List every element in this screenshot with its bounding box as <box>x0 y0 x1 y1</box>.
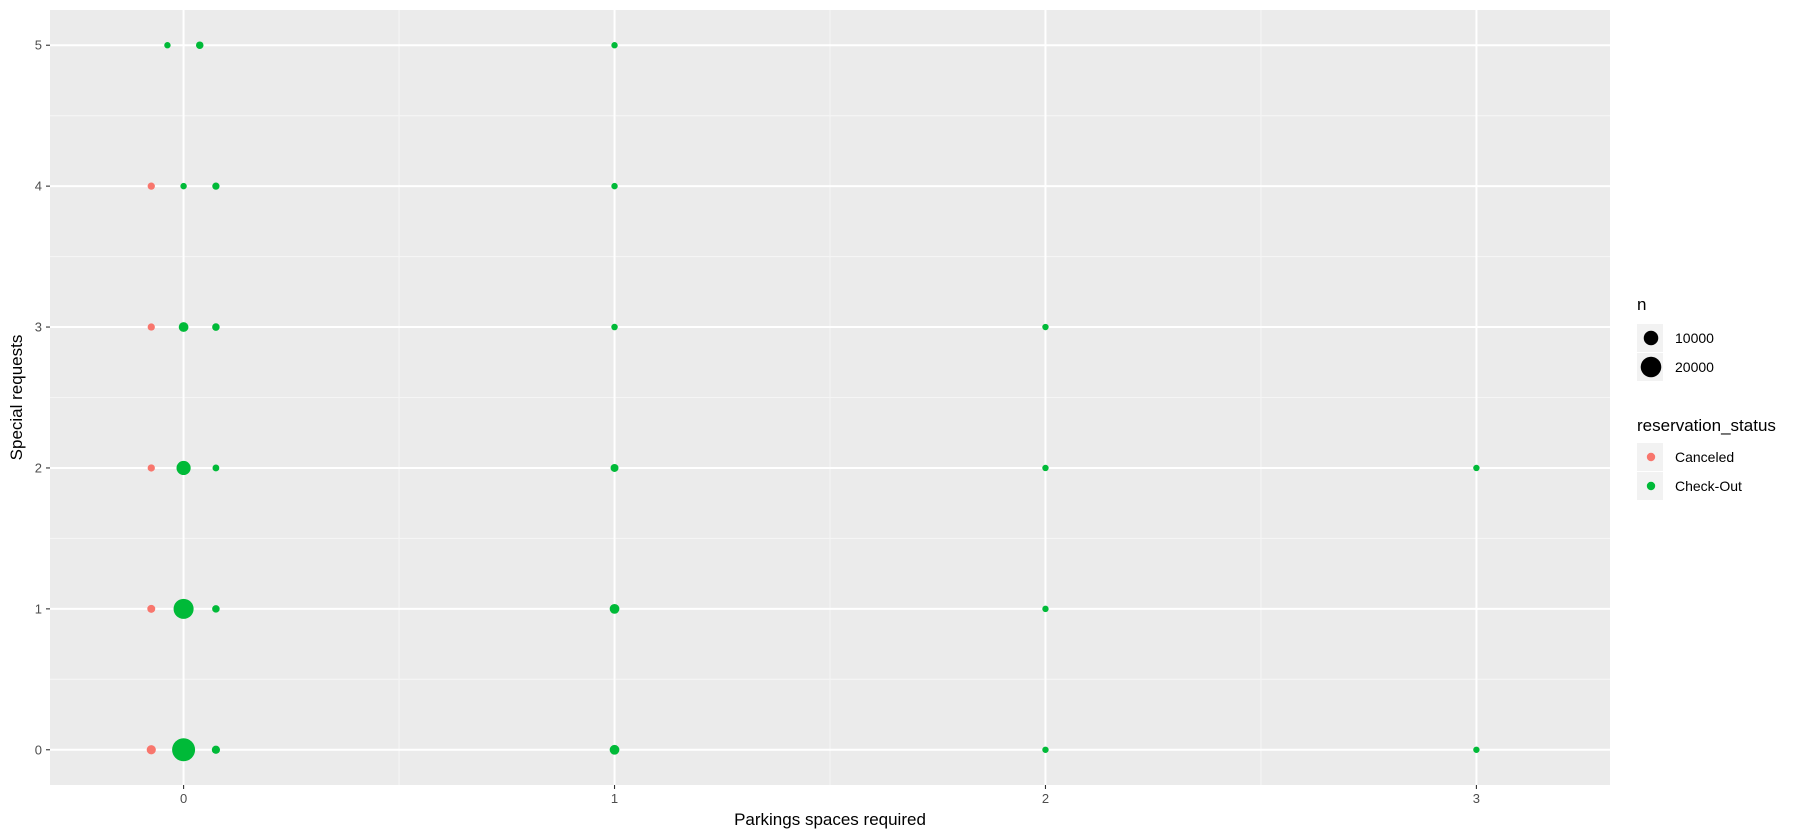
check-out-point <box>1042 323 1049 331</box>
check-out-point <box>609 744 620 755</box>
size-legend-label: 10000 <box>1675 330 1714 346</box>
canceled-point <box>147 464 155 472</box>
check-out-point <box>212 605 220 613</box>
check-out-point <box>172 738 196 762</box>
x-tick-label: 2 <box>1042 791 1049 806</box>
check-out-point <box>1473 746 1480 753</box>
check-out-point <box>1042 746 1049 753</box>
x-axis: 0 1 2 3 <box>180 785 1480 806</box>
canceled-point <box>147 323 155 331</box>
x-tick-label: 1 <box>611 791 618 806</box>
check-out-point <box>195 41 204 50</box>
y-tick-label: 1 <box>35 601 42 616</box>
canceled-legend-label: Canceled <box>1675 449 1734 465</box>
check-out-point <box>1042 605 1049 613</box>
check-out-point <box>611 182 618 190</box>
canceled-legend-swatch <box>1646 452 1656 462</box>
y-tick-label: 0 <box>35 742 42 757</box>
y-tick-label: 3 <box>35 320 42 335</box>
color-legend-title: reservation_status <box>1637 416 1776 435</box>
check-out-point <box>611 323 618 331</box>
size-legend-swatch <box>1640 356 1662 378</box>
x-tick-label: 3 <box>1473 791 1480 806</box>
canceled-point <box>147 604 156 613</box>
minor-gridlines <box>50 10 1610 785</box>
check-out-point <box>1042 464 1049 472</box>
check-out-legend-label: Check-Out <box>1675 478 1742 494</box>
check-out-point <box>212 182 220 190</box>
canceled-point <box>146 745 156 755</box>
size-legend: n 10000 20000 <box>1637 295 1714 381</box>
check-out-point <box>1473 464 1480 472</box>
size-legend-label: 20000 <box>1675 359 1714 375</box>
data-points <box>146 41 1480 762</box>
check-out-point <box>211 745 221 754</box>
check-out-point <box>212 464 220 472</box>
check-out-point <box>212 323 220 331</box>
y-tick-label: 5 <box>35 38 42 53</box>
y-tick-label: 4 <box>35 179 42 194</box>
check-out-point <box>173 598 194 619</box>
x-axis-title: Parkings spaces required <box>734 810 926 829</box>
size-legend-swatch <box>1643 330 1659 346</box>
x-tick-label: 0 <box>180 791 187 806</box>
y-axis-title: Special requests <box>7 335 26 461</box>
y-axis: 0 1 2 3 4 5 <box>35 38 50 757</box>
check-out-point <box>164 42 171 49</box>
check-out-legend-swatch <box>1646 481 1656 491</box>
check-out-point <box>178 322 189 332</box>
canceled-point <box>147 182 155 190</box>
check-out-point <box>609 603 620 614</box>
y-tick-label: 2 <box>35 460 42 475</box>
size-legend-title: n <box>1637 295 1646 314</box>
major-gridlines <box>50 10 1610 785</box>
check-out-point <box>610 463 619 472</box>
check-out-point <box>180 182 187 190</box>
color-legend: reservation_status Canceled Check-Out <box>1637 416 1776 500</box>
check-out-point <box>611 42 618 49</box>
check-out-point <box>176 460 191 476</box>
